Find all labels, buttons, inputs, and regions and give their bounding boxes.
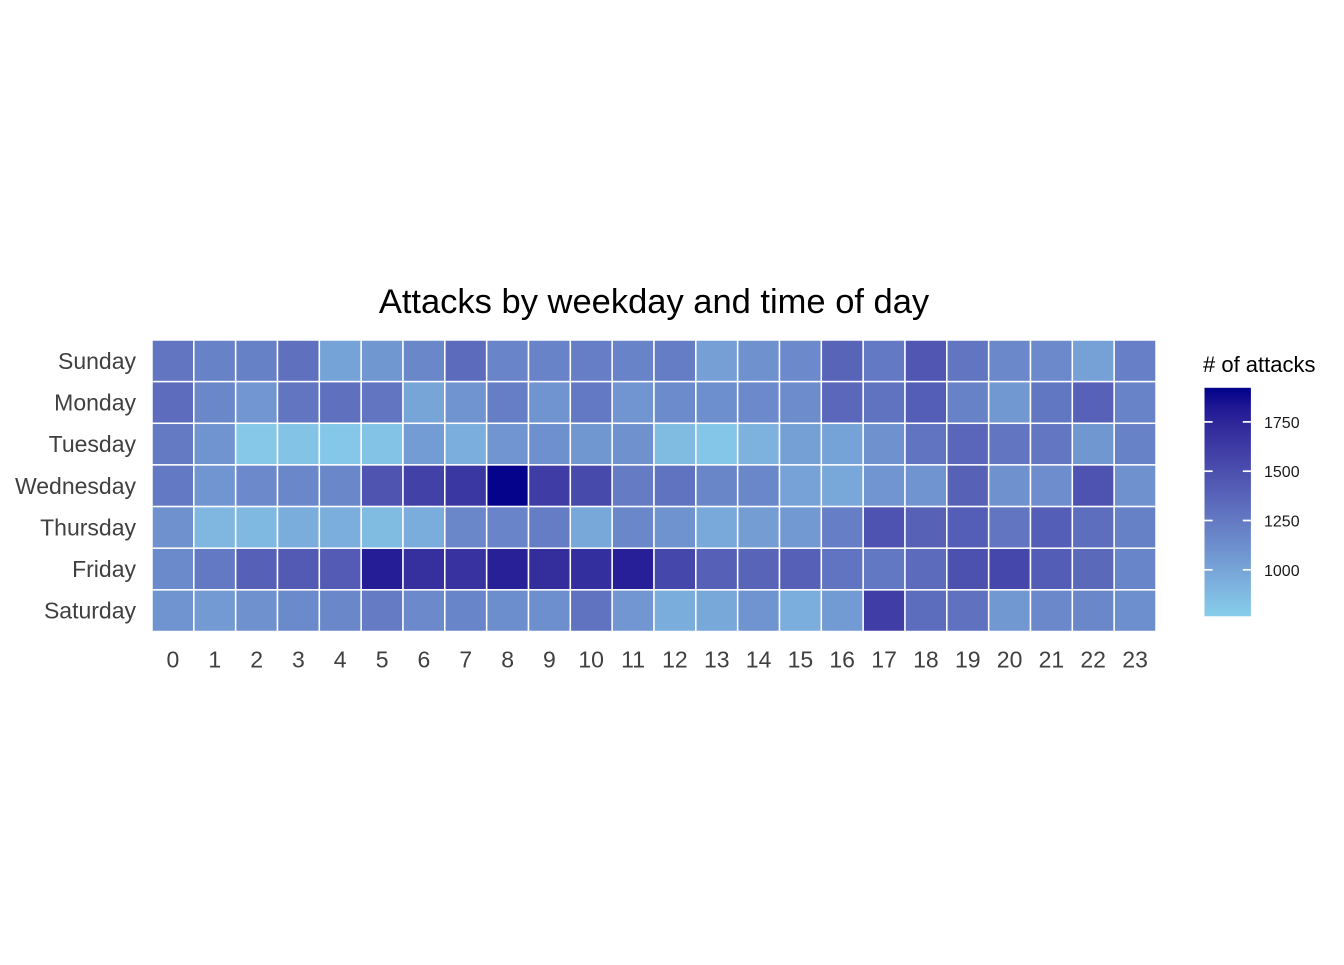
svg-text:Saturday: Saturday bbox=[44, 598, 137, 624]
svg-text:1750: 1750 bbox=[1264, 415, 1300, 432]
svg-text:3: 3 bbox=[292, 647, 305, 673]
svg-text:Thursday: Thursday bbox=[40, 514, 136, 540]
svg-text:15: 15 bbox=[788, 647, 814, 673]
svg-text:4: 4 bbox=[334, 647, 347, 673]
svg-text:21: 21 bbox=[1039, 647, 1065, 673]
svg-text:16: 16 bbox=[829, 647, 855, 673]
svg-text:18: 18 bbox=[913, 647, 939, 673]
svg-text:Monday: Monday bbox=[54, 390, 136, 416]
svg-text:14: 14 bbox=[746, 647, 772, 673]
svg-text:0: 0 bbox=[167, 647, 180, 673]
svg-text:20: 20 bbox=[997, 647, 1023, 673]
svg-text:12: 12 bbox=[662, 647, 688, 673]
svg-text:22: 22 bbox=[1080, 647, 1106, 673]
svg-text:6: 6 bbox=[418, 647, 431, 673]
svg-text:Wednesday: Wednesday bbox=[15, 473, 137, 499]
svg-text:Attacks by weekday and time of: Attacks by weekday and time of day bbox=[379, 283, 930, 321]
svg-text:9: 9 bbox=[543, 647, 556, 673]
svg-text:Tuesday: Tuesday bbox=[49, 431, 137, 457]
svg-text:1: 1 bbox=[208, 647, 221, 673]
svg-text:1500: 1500 bbox=[1264, 464, 1300, 481]
svg-text:8: 8 bbox=[501, 647, 514, 673]
svg-text:2: 2 bbox=[250, 647, 263, 673]
svg-text:23: 23 bbox=[1122, 647, 1148, 673]
svg-text:11: 11 bbox=[621, 647, 645, 673]
svg-text:Sunday: Sunday bbox=[58, 348, 137, 374]
svg-text:10: 10 bbox=[578, 647, 604, 673]
svg-text:13: 13 bbox=[704, 647, 730, 673]
svg-text:1250: 1250 bbox=[1264, 514, 1300, 531]
svg-text:Friday: Friday bbox=[72, 556, 136, 582]
svg-text:7: 7 bbox=[459, 647, 472, 673]
svg-text:1000: 1000 bbox=[1264, 563, 1300, 580]
svg-text:19: 19 bbox=[955, 647, 981, 673]
svg-text:17: 17 bbox=[871, 647, 897, 673]
svg-text:5: 5 bbox=[376, 647, 389, 673]
svg-text:# of attacks: # of attacks bbox=[1203, 352, 1316, 377]
